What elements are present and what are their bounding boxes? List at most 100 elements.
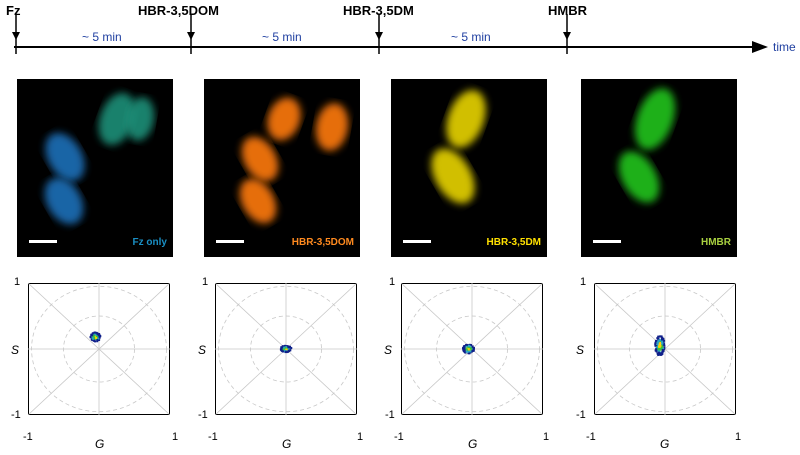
interval-label-3: ~ 5 min [451, 30, 491, 44]
phasor-y-max-label: 1 [580, 276, 587, 288]
phasor-point [285, 348, 288, 351]
phasor-point [93, 337, 96, 340]
phasor-point [661, 352, 664, 355]
event-marker-arrow [187, 32, 195, 40]
phasor-point [468, 352, 471, 355]
phasor-point [657, 353, 660, 356]
panel-label: HBR-3,5DOM [291, 237, 354, 248]
phasor-point [471, 345, 474, 348]
phasor-point [91, 332, 94, 335]
phasor-point [464, 344, 467, 347]
event-label-hbr-35dom: HBR-3,5DOM [138, 3, 219, 18]
phasor-s-label: S [11, 343, 20, 357]
phasor-point [655, 339, 658, 342]
phasor-point [660, 336, 663, 339]
phasor-point [663, 348, 666, 351]
phasor-point [661, 340, 664, 343]
phasor-point [98, 334, 101, 337]
phasor-point [463, 346, 466, 349]
phasor-point [282, 348, 285, 351]
cells-image [618, 88, 676, 203]
phasor-point [470, 344, 473, 347]
phasor-point [655, 350, 658, 353]
phasor-point [93, 335, 96, 338]
interval-label-2: ~ 5 min [262, 30, 302, 44]
phasor-point [97, 336, 100, 339]
phasor-point [661, 349, 664, 352]
phasor-point [654, 343, 657, 346]
phasor-point [284, 348, 287, 351]
phasor-x-max-label: 1 [357, 431, 364, 443]
cells-image [431, 90, 486, 204]
phasor-point [95, 336, 98, 339]
phasor-point [658, 349, 661, 352]
cell-nucleus [45, 132, 85, 182]
grid-circle [250, 315, 322, 383]
phasor-y-max-label: 1 [202, 276, 209, 288]
phasor-point [658, 339, 661, 342]
phasor-point [657, 335, 660, 338]
phasor-plot [27, 282, 171, 420]
phasor-point [463, 345, 466, 348]
phasor-point [658, 345, 661, 348]
phasor-point [467, 349, 470, 352]
cells-image [239, 97, 349, 224]
event-marker-arrow [375, 32, 383, 40]
phasor-y-min-label: -1 [576, 409, 586, 421]
phasor-point [281, 347, 284, 350]
cell-nucleus [98, 92, 136, 146]
phasor-g-label: G [282, 437, 292, 451]
phasor-y-min-label: -1 [11, 409, 21, 421]
timeline-arrowhead [752, 41, 768, 53]
phasor-point [663, 346, 666, 349]
phasor-point [96, 338, 99, 341]
phasor-point [280, 349, 283, 352]
phasor-point [656, 352, 659, 355]
cell-nucleus [431, 148, 475, 204]
grid-circle [63, 315, 135, 383]
event-marker-arrow [563, 32, 571, 40]
phasor-point [288, 350, 291, 353]
phasor-point [659, 340, 662, 343]
cell-nucleus [634, 88, 676, 150]
time-axis-label: time [773, 40, 796, 54]
cell-nucleus [239, 178, 277, 224]
phasor-point [96, 335, 99, 338]
phasor-g-label: G [660, 437, 670, 451]
scale-bar [216, 240, 244, 243]
interval-label-1: ~ 5 min [82, 30, 122, 44]
phasor-point [468, 345, 471, 348]
cell-nucleus [44, 177, 84, 225]
phasor-plot [214, 282, 358, 420]
cell-nucleus [125, 97, 155, 141]
phasor-point [659, 348, 662, 351]
phasor-x-min-label: -1 [208, 431, 218, 443]
phasor-point [473, 347, 476, 350]
phasor-x-min-label: -1 [586, 431, 596, 443]
grid-circle [436, 315, 508, 383]
phasor-point [97, 337, 100, 340]
phasor-x-min-label: -1 [394, 431, 404, 443]
event-label-hbr-35dm: HBR-3,5DM [343, 3, 414, 18]
grid-circle [31, 285, 167, 413]
phasor-x-min-label: -1 [23, 431, 33, 443]
phasor-x-max-label: 1 [172, 431, 179, 443]
phasor-point [654, 341, 657, 344]
phasor-point [93, 333, 96, 336]
phasor-point [91, 336, 94, 339]
phasor-point [465, 348, 468, 351]
phasor-point [285, 351, 288, 354]
microscopy-panel: HBR-3,5DM [391, 79, 547, 257]
microscopy-panel: HMBR [581, 79, 737, 257]
cell-nucleus [618, 151, 660, 203]
phasor-point [467, 346, 470, 349]
phasor-point [289, 349, 292, 352]
phasor-y-max-label: 1 [389, 276, 396, 288]
cell-nucleus [315, 103, 349, 151]
phasor-svg [400, 282, 544, 416]
phasor-x-max-label: 1 [735, 431, 742, 443]
phasor-point [289, 346, 292, 349]
cells-image [44, 92, 155, 225]
grid-circle [218, 285, 354, 413]
scale-bar [29, 240, 57, 243]
